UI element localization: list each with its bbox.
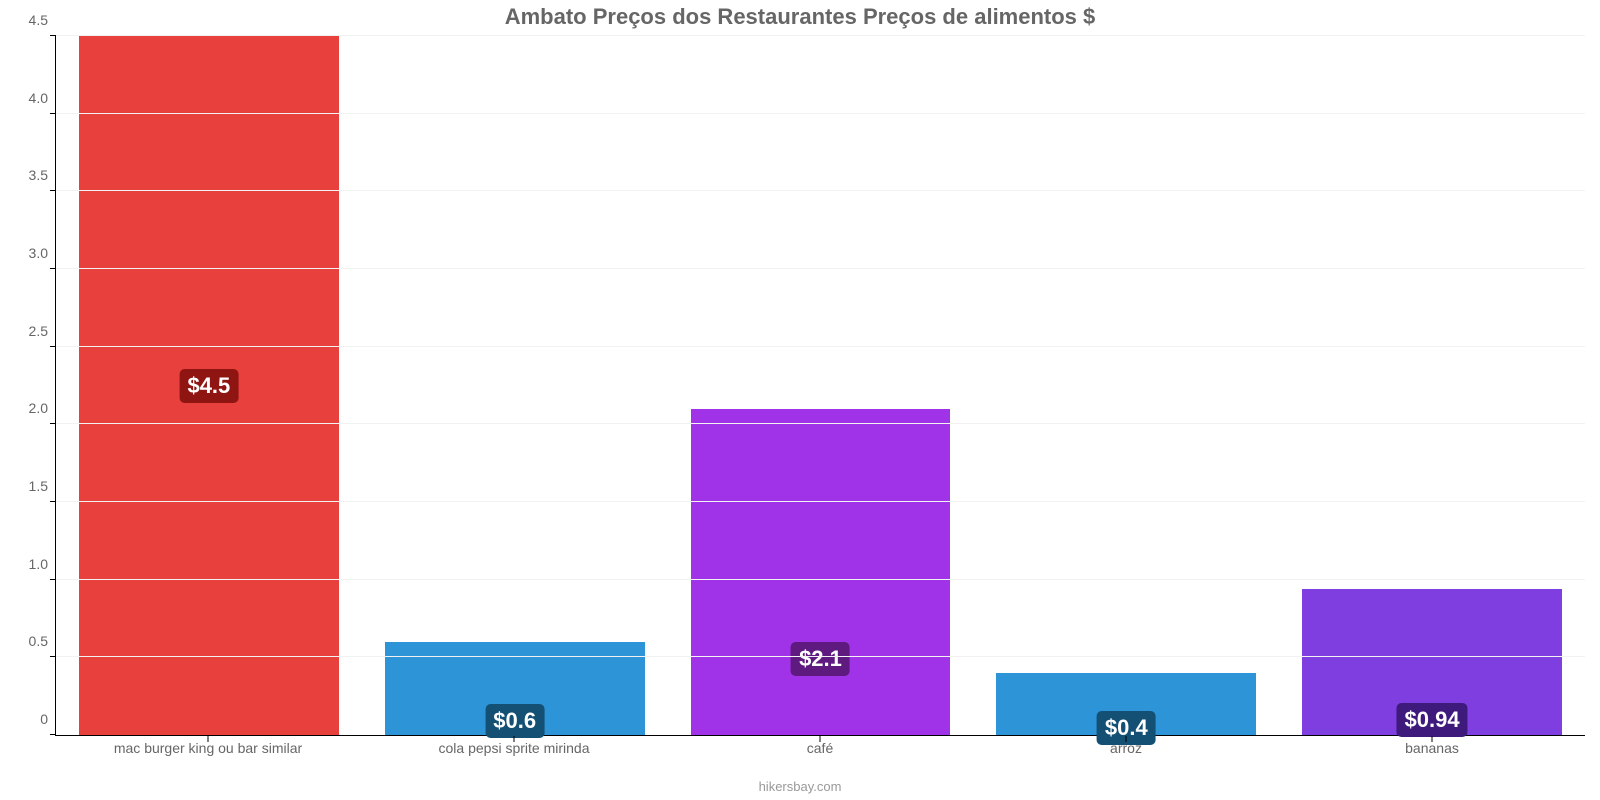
y-tick-mark [50, 113, 56, 114]
value-badge: $2.1 [791, 642, 850, 676]
y-tick-label: 1.0 [29, 556, 48, 572]
value-badge: $0.94 [1397, 703, 1468, 737]
y-tick-label: 1.5 [29, 478, 48, 494]
plot-area: $4.5$0.6$2.1$0.4$0.94 00.51.01.52.02.53.… [55, 36, 1585, 736]
y-tick-mark [50, 579, 56, 580]
value-badge: $0.6 [485, 704, 544, 738]
y-tick-mark [50, 656, 56, 657]
y-tick-label: 3.0 [29, 245, 48, 261]
x-axis-label: mac burger king ou bar similar [114, 740, 302, 756]
y-tick-mark [50, 501, 56, 502]
y-tick-mark [50, 190, 56, 191]
bars-layer: $4.5 $0.6 $2.1 $0.4 $0.94 [56, 36, 1585, 735]
x-axis-label: cola pepsi sprite mirinda [439, 740, 590, 756]
value-badge: $4.5 [179, 369, 238, 403]
y-tick-label: 0.5 [29, 633, 48, 649]
x-axis-label: bananas [1405, 740, 1459, 756]
y-tick-label: 3.5 [29, 167, 48, 183]
y-tick-label: 4.5 [29, 12, 48, 28]
grid-line [56, 35, 1585, 36]
grid-line [56, 501, 1585, 502]
grid-line [56, 346, 1585, 347]
bar: $4.5 [79, 36, 339, 735]
y-tick-label: 2.5 [29, 323, 48, 339]
grid-line [56, 190, 1585, 191]
y-tick-mark [50, 734, 56, 735]
price-bar-chart: Ambato Preços dos Restaurantes Preços de… [0, 0, 1600, 800]
grid-line [56, 656, 1585, 657]
chart-title: Ambato Preços dos Restaurantes Preços de… [0, 4, 1600, 30]
x-axis-label: arroz [1110, 740, 1142, 756]
bar: $2.1 [691, 409, 951, 735]
grid-line [56, 423, 1585, 424]
credit-label: hikersbay.com [0, 779, 1600, 794]
y-tick-mark [50, 268, 56, 269]
grid-line [56, 113, 1585, 114]
bar: $0.94 [1302, 589, 1562, 735]
x-axis-label: café [807, 740, 833, 756]
y-tick-label: 4.0 [29, 90, 48, 106]
y-tick-label: 2.0 [29, 400, 48, 416]
bar: $0.4 [996, 673, 1256, 735]
y-tick-mark [50, 35, 56, 36]
grid-line [56, 579, 1585, 580]
grid-line [56, 268, 1585, 269]
y-tick-mark [50, 423, 56, 424]
y-tick-mark [50, 346, 56, 347]
y-tick-label: 0 [40, 711, 48, 727]
